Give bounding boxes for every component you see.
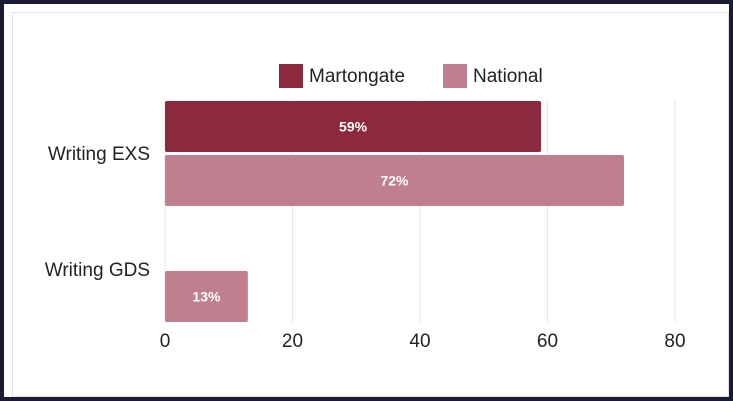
legend-swatch-martongate	[279, 64, 303, 88]
legend-label-martongate: Martongate	[309, 66, 405, 87]
data-label: 59%	[339, 119, 368, 135]
data-label: 72%	[380, 173, 409, 189]
legend-swatch-national	[443, 64, 467, 88]
data-label: 13%	[192, 289, 221, 305]
tick-label-80: 80	[664, 331, 685, 352]
tick-label-0: 0	[160, 331, 171, 352]
legend: Martongate National	[279, 64, 543, 88]
value-axis: 0 20 40 60 80	[160, 331, 686, 352]
bar-martongate-writing-exs	[165, 101, 542, 152]
bar-national-writing-gds	[165, 271, 248, 322]
tick-label-40: 40	[409, 331, 430, 352]
legend-label-national: National	[473, 66, 543, 87]
tick-label-20: 20	[282, 331, 303, 352]
tick-label-60: 60	[537, 331, 558, 352]
category-label-writing-gds: Writing GDS	[45, 260, 150, 281]
category-label-writing-exs: Writing EXS	[48, 144, 150, 165]
category-axis: Writing EXS Writing GDS	[45, 144, 150, 281]
bar-national-writing-exs	[165, 155, 624, 206]
bars: 59% 72% 13%	[165, 101, 624, 322]
